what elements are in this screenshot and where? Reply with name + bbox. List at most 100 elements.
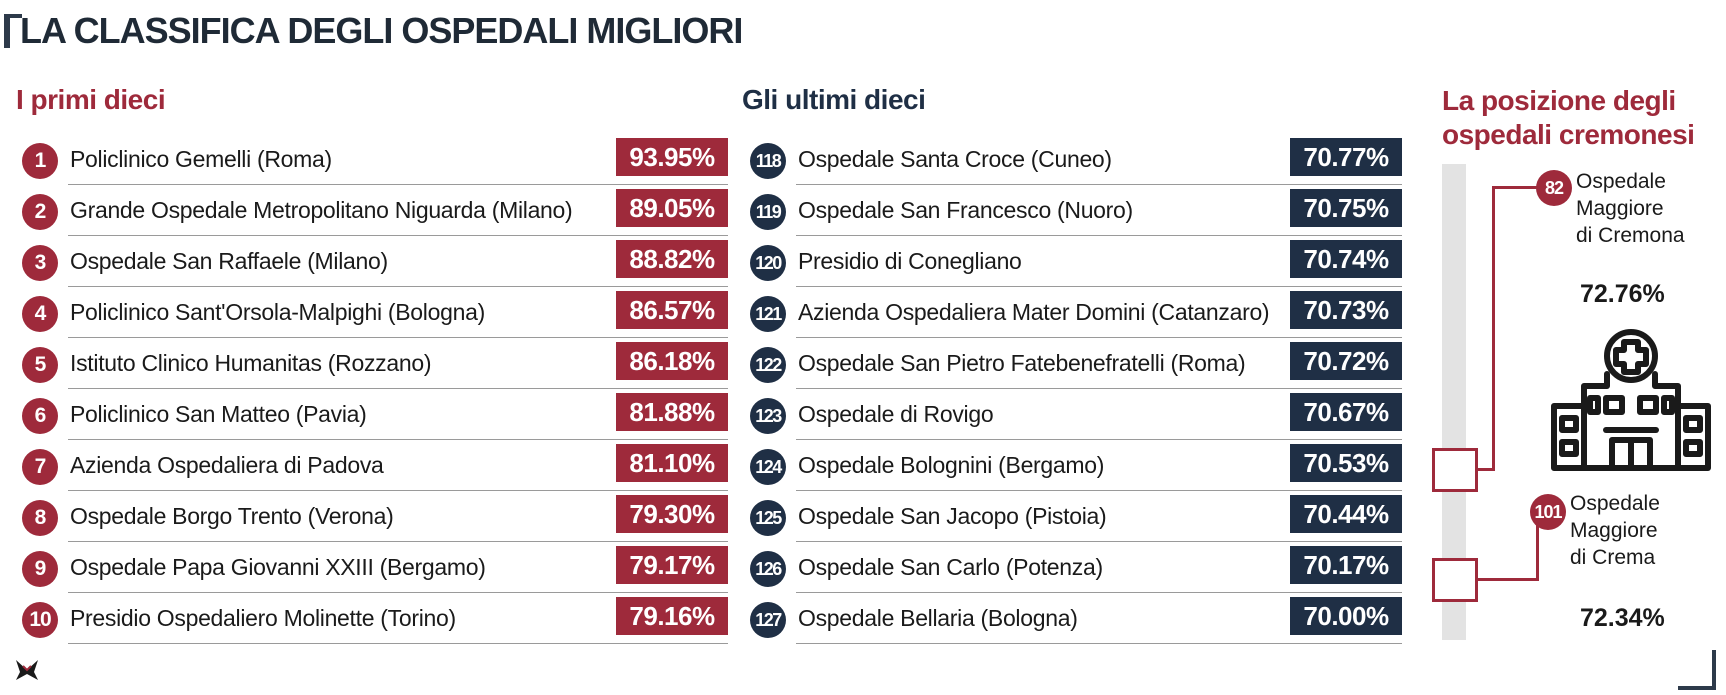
score-value: 70.53% <box>1290 444 1402 482</box>
score-value: 88.82% <box>616 240 728 278</box>
title-accent-top <box>4 14 22 18</box>
connector-line <box>1536 510 1539 581</box>
rank-badge: 2 <box>22 194 58 230</box>
row-divider <box>796 286 1402 287</box>
score-value: 89.05% <box>616 189 728 227</box>
score-value: 70.73% <box>1290 291 1402 329</box>
score-value: 70.75% <box>1290 189 1402 227</box>
title-accent-bar <box>4 14 10 48</box>
table-row: 5 Istituto Clinico Humanitas (Rozzano) 86.… <box>22 338 728 389</box>
row-divider <box>796 541 1402 542</box>
row-divider <box>68 388 728 389</box>
row-divider <box>68 184 728 185</box>
rank-badge: 1 <box>22 143 58 179</box>
rank-badge: 127 <box>750 602 786 638</box>
score-value: 81.10% <box>616 444 728 482</box>
hospital-name: Ospedale di Rovigo <box>798 401 994 427</box>
table-row: 126 Ospedale San Carlo (Potenza) 70.17% <box>750 542 1402 593</box>
rank-badge-cremona: 82 <box>1536 170 1572 206</box>
rank-badge: 123 <box>750 398 786 434</box>
hospital-name: Policlinico Gemelli (Roma) <box>70 146 332 172</box>
table-row: 6 Policlinico San Matteo (Pavia) 81.88% <box>22 389 728 440</box>
row-divider <box>68 235 728 236</box>
rank-badge: 6 <box>22 398 58 434</box>
row-divider <box>796 592 1402 593</box>
hospital-value-cremona: 72.76% <box>1580 280 1665 308</box>
score-value: 70.72% <box>1290 342 1402 380</box>
row-divider <box>796 184 1402 185</box>
rank-badge: 122 <box>750 347 786 383</box>
rank-badge: 125 <box>750 500 786 536</box>
rank-badge: 3 <box>22 245 58 281</box>
row-divider <box>68 541 728 542</box>
position-marker-cremona <box>1432 448 1478 492</box>
row-divider <box>796 439 1402 440</box>
hospital-name: Ospedale San Jacopo (Pistoia) <box>798 503 1107 529</box>
score-value: 86.57% <box>616 291 728 329</box>
score-value: 70.17% <box>1290 546 1402 584</box>
table-row: 119 Ospedale San Francesco (Nuoro) 70.75% <box>750 185 1402 236</box>
hospital-name: Grande Ospedale Metropolitano Niguarda (… <box>70 197 573 223</box>
hospital-building-icon <box>1551 329 1711 471</box>
row-divider <box>68 490 728 491</box>
top-ten-heading: I primi dieci <box>16 84 166 115</box>
corner-accent <box>1712 650 1716 690</box>
hospital-name: Ospedale Bolognini (Bergamo) <box>798 452 1105 478</box>
score-value: 70.77% <box>1290 138 1402 176</box>
rank-badge-crema: 101 <box>1530 494 1566 530</box>
score-value: 70.67% <box>1290 393 1402 431</box>
rank-badge: 4 <box>22 296 58 332</box>
hospital-value-crema: 72.34% <box>1580 604 1665 632</box>
bottom-ten-heading: Gli ultimi dieci <box>742 84 926 115</box>
connector-line <box>1492 186 1542 189</box>
table-row: 127 Ospedale Bellaria (Bologna) 70.00% <box>750 593 1402 644</box>
table-row: 3 Ospedale San Raffaele (Milano) 88.82% <box>22 236 728 287</box>
row-divider <box>68 286 728 287</box>
rank-badge: 126 <box>750 551 786 587</box>
table-row: 1 Policlinico Gemelli (Roma) 93.95% <box>22 134 728 185</box>
row-divider <box>68 643 728 644</box>
connector-line <box>1478 468 1494 471</box>
hospital-name: Ospedale Borgo Trento (Verona) <box>70 503 394 529</box>
position-marker-crema <box>1432 558 1478 602</box>
row-divider <box>796 643 1402 644</box>
hospital-name-crema: Ospedale Maggiore di Crema <box>1570 492 1660 569</box>
hospital-name: Ospedale Santa Croce (Cuneo) <box>798 146 1112 172</box>
hospital-name: Presidio Ospedaliero Molinette (Torino) <box>70 605 456 631</box>
table-row: 4 Policlinico Sant'Orsola-Malpighi (Bolog… <box>22 287 728 338</box>
table-row: 9 Ospedale Papa Giovanni XXIII (Bergamo) 7… <box>22 542 728 593</box>
publisher-logo <box>16 660 38 680</box>
hospital-name: Istituto Clinico Humanitas (Rozzano) <box>70 350 432 376</box>
score-value: 79.30% <box>616 495 728 533</box>
hospital-name: Ospedale San Raffaele (Milano) <box>70 248 388 274</box>
rank-badge: 5 <box>22 347 58 383</box>
cremona-heading: La posizione degli ospedali cremonesi <box>1442 85 1695 150</box>
rank-badge: 119 <box>750 194 786 230</box>
hospital-name-cremona: Ospedale Maggiore di Cremona <box>1576 170 1685 247</box>
row-divider <box>796 235 1402 236</box>
table-row: 123 Ospedale di Rovigo 70.67% <box>750 389 1402 440</box>
bottom-ten-list: 118 Ospedale Santa Croce (Cuneo) 70.77% 119… <box>750 134 1402 644</box>
score-value: 79.17% <box>616 546 728 584</box>
hospital-name: Policlinico San Matteo (Pavia) <box>70 401 367 427</box>
table-row: 121 Azienda Ospedaliera Mater Domini (Cat… <box>750 287 1402 338</box>
table-row: 7 Azienda Ospedaliera di Padova 81.10% <box>22 440 728 491</box>
row-divider <box>68 337 728 338</box>
score-value: 93.95% <box>616 138 728 176</box>
table-row: 10 Presidio Ospedaliero Molinette (Torino… <box>22 593 728 644</box>
score-value: 86.18% <box>616 342 728 380</box>
row-divider <box>796 337 1402 338</box>
hospital-name: Azienda Ospedaliera Mater Domini (Catanz… <box>798 299 1270 325</box>
table-row: 8 Ospedale Borgo Trento (Verona) 79.30% <box>22 491 728 542</box>
table-row: 124 Ospedale Bolognini (Bergamo) 70.53% <box>750 440 1402 491</box>
rank-badge: 124 <box>750 449 786 485</box>
rank-badge: 118 <box>750 143 786 179</box>
score-value: 70.44% <box>1290 495 1402 533</box>
table-row: 2 Grande Ospedale Metropolitano Niguarda … <box>22 185 728 236</box>
row-divider <box>796 490 1402 491</box>
hospital-name: Ospedale Papa Giovanni XXIII (Bergamo) <box>70 554 486 580</box>
row-divider <box>796 388 1402 389</box>
rank-badge: 121 <box>750 296 786 332</box>
score-value: 81.88% <box>616 393 728 431</box>
row-divider <box>68 439 728 440</box>
